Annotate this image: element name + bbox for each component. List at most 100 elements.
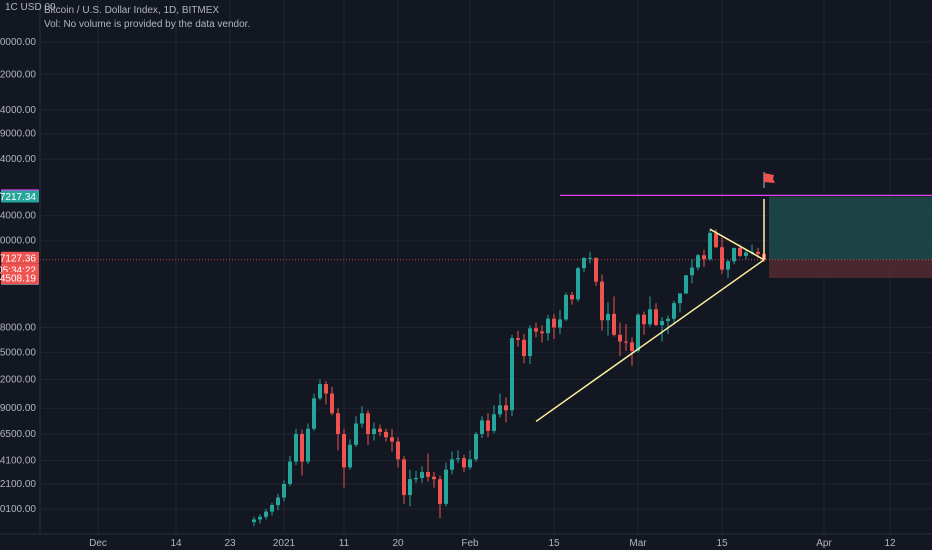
candle-body[interactable] [642, 314, 646, 325]
chart-title[interactable]: Bitcoin / U.S. Dollar Index, 1D, BITMEX [44, 5, 220, 16]
candle-body[interactable] [300, 434, 304, 462]
candle-body[interactable] [486, 420, 490, 431]
candle-body[interactable] [294, 434, 298, 462]
candle-body[interactable] [384, 431, 388, 438]
time-tick-label: 2021 [273, 538, 296, 549]
price-tick-label: 32100.00 [0, 479, 36, 490]
candle-body[interactable] [684, 275, 688, 294]
candle-body[interactable] [444, 469, 448, 504]
candle-body[interactable] [324, 384, 328, 394]
candle-body[interactable] [738, 247, 742, 256]
candle-body[interactable] [708, 232, 712, 260]
time-axis[interactable]: Dec142320211120Feb15Mar15Apr1221May1019 [0, 533, 932, 550]
candle-body[interactable] [546, 318, 550, 334]
candle-body[interactable] [606, 313, 610, 321]
candle-body[interactable] [330, 393, 334, 414]
candle-body[interactable] [264, 511, 268, 517]
candle-body[interactable] [594, 257, 598, 282]
time-tick-label: 15 [716, 538, 728, 549]
candle-body[interactable] [522, 339, 526, 357]
candle-body[interactable] [288, 461, 292, 484]
candle-body[interactable] [660, 321, 664, 326]
candle-body[interactable] [438, 479, 442, 504]
candle-body[interactable] [396, 441, 400, 460]
candle-body[interactable] [432, 476, 436, 480]
profit-zone[interactable] [769, 196, 932, 260]
candle-body[interactable] [618, 334, 622, 342]
candlestick-series[interactable] [252, 229, 766, 527]
candle-body[interactable] [258, 516, 262, 520]
candle-body[interactable] [504, 405, 508, 411]
candle-body[interactable] [306, 428, 310, 462]
candle-body[interactable] [588, 257, 592, 259]
drawing-tools[interactable] [535, 172, 932, 423]
candle-body[interactable] [630, 342, 634, 351]
candle-body[interactable] [696, 255, 700, 268]
candle-body[interactable] [558, 319, 562, 328]
candle-body[interactable] [720, 247, 724, 270]
candle-body[interactable] [468, 459, 472, 468]
candle-body[interactable] [756, 251, 760, 254]
candle-body[interactable] [426, 472, 430, 477]
candle-body[interactable] [480, 420, 484, 435]
candle-body[interactable] [540, 331, 544, 334]
candle-body[interactable] [672, 303, 676, 319]
candle-body[interactable] [534, 328, 538, 332]
candle-body[interactable] [312, 398, 316, 429]
candle-body[interactable] [474, 434, 478, 460]
candle-body[interactable] [678, 293, 682, 304]
candle-body[interactable] [450, 459, 454, 470]
candle-body[interactable] [528, 328, 532, 357]
candle-body[interactable] [270, 505, 274, 512]
candle-body[interactable] [420, 472, 424, 478]
candle-body[interactable] [276, 497, 280, 506]
candle-body[interactable] [666, 318, 670, 322]
candle-body[interactable] [552, 318, 556, 328]
candle-body[interactable] [726, 261, 730, 270]
candle-body[interactable] [408, 479, 412, 496]
price-tick-label: 34100.00 [0, 455, 36, 466]
candle-body[interactable] [576, 268, 580, 300]
candle-body[interactable] [510, 338, 514, 411]
candle-body[interactable] [714, 232, 718, 248]
symbol-short-label: 1C USD 00 [5, 2, 56, 13]
candle-body[interactable] [366, 413, 370, 435]
descending-trendline[interactable] [709, 228, 765, 261]
candle-body[interactable] [624, 341, 628, 343]
candle-body[interactable] [402, 459, 406, 496]
candle-body[interactable] [360, 413, 364, 424]
candle-body[interactable] [354, 423, 358, 445]
candle-body[interactable] [582, 257, 586, 269]
candle-body[interactable] [348, 444, 352, 468]
candle-body[interactable] [690, 267, 694, 276]
candle-body[interactable] [570, 294, 574, 300]
candle-body[interactable] [654, 309, 658, 326]
candle-body[interactable] [744, 252, 748, 256]
candle-body[interactable] [516, 338, 520, 340]
candle-body[interactable] [342, 434, 346, 468]
flag-icon[interactable] [763, 172, 775, 188]
candle-body[interactable] [372, 428, 376, 435]
candle-body[interactable] [414, 477, 418, 480]
candle-body[interactable] [732, 247, 736, 262]
candle-body[interactable] [462, 458, 466, 468]
price-badge: 57127.36 [0, 251, 39, 264]
candle-body[interactable] [318, 384, 322, 399]
candle-body[interactable] [600, 281, 604, 321]
candle-body[interactable] [378, 428, 382, 432]
candle-body[interactable] [612, 313, 616, 335]
candle-body[interactable] [636, 314, 640, 351]
candle-body[interactable] [252, 519, 256, 523]
candle-body[interactable] [702, 255, 706, 260]
candle-body[interactable] [648, 309, 652, 325]
ascending-trendline[interactable] [535, 259, 765, 423]
candle-body[interactable] [390, 437, 394, 442]
candle-body[interactable] [282, 483, 286, 498]
candle-body[interactable] [498, 405, 502, 415]
stop-loss-zone[interactable] [769, 259, 932, 279]
candle-body[interactable] [564, 294, 568, 320]
candle-body[interactable] [336, 413, 340, 435]
candle-body[interactable] [456, 458, 460, 460]
candle-body[interactable] [492, 414, 496, 431]
